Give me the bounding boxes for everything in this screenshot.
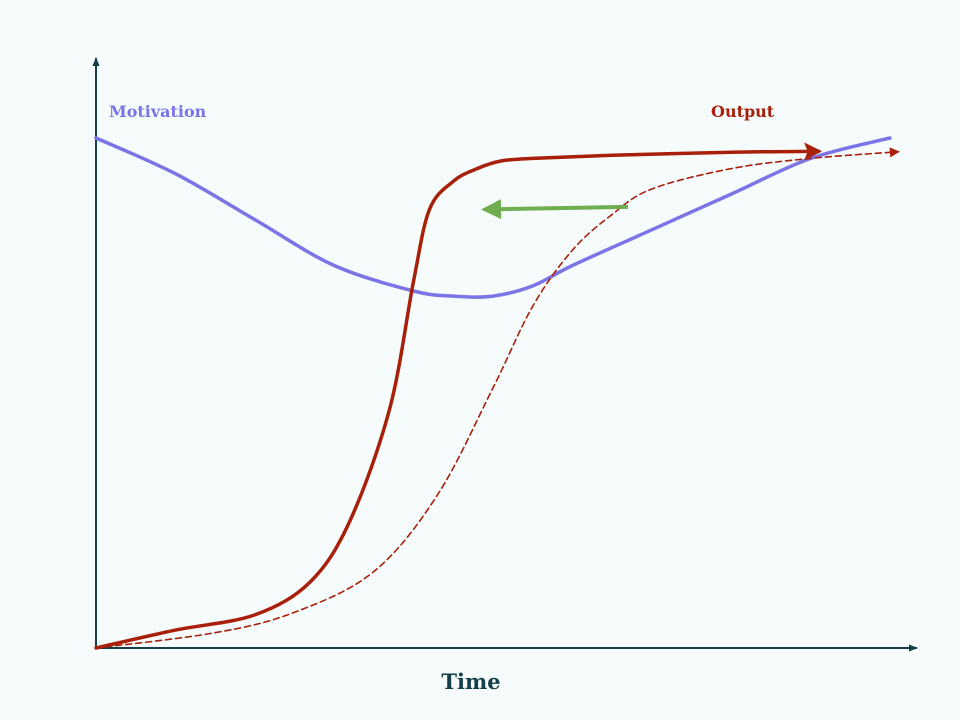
series-output <box>94 142 823 650</box>
x-axis-label: Time <box>441 669 500 694</box>
series-output-projected <box>95 147 900 649</box>
series-layer <box>94 136 900 650</box>
annotation-layer <box>481 199 629 220</box>
output-label: Output <box>711 102 775 121</box>
motivation-label: Motivation <box>109 102 207 121</box>
series-motivation <box>94 136 892 299</box>
shift-arrow <box>481 199 629 220</box>
